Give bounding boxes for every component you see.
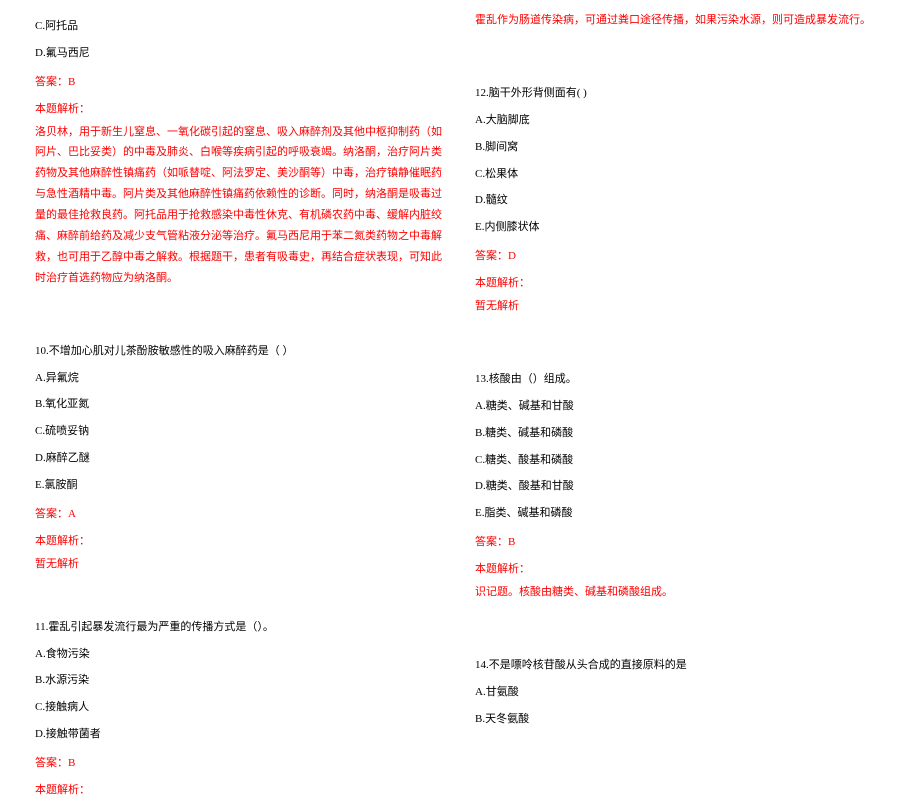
- q12-option-d: D.髓纹: [475, 190, 885, 211]
- q12-answer: 答案：D: [475, 246, 885, 267]
- q12-explain-text: 暂无解析: [475, 296, 885, 317]
- q12-stem: 12.脑干外形背侧面有( ): [475, 83, 885, 104]
- q12-option-a: A.大脑脚底: [475, 110, 885, 131]
- q13-option-e: E.脂类、碱基和磷酸: [475, 503, 885, 524]
- right-column: 霍乱作为肠道传染病，可通过粪口途径传播，如果污染水源，则可造成暴发流行。 12.…: [460, 10, 900, 641]
- q10-explain-label: 本题解析：: [35, 531, 445, 552]
- q11-answer: 答案：B: [35, 753, 445, 774]
- q13-option-c: C.糖类、酸基和磷酸: [475, 450, 885, 471]
- q10-explain-text: 暂无解析: [35, 554, 445, 575]
- q11-explain-text: 霍乱作为肠道传染病，可通过粪口途径传播，如果污染水源，则可造成暴发流行。: [475, 10, 885, 31]
- q10-option-c: C.硫喷妥钠: [35, 421, 445, 442]
- option-d: D.氟马西尼: [35, 43, 445, 64]
- q13-option-a: A.糖类、碱基和甘酸: [475, 396, 885, 417]
- explain-label: 本题解析：: [35, 99, 445, 120]
- q10-option-a: A.异氟烷: [35, 368, 445, 389]
- q12-option-b: B.脚间窝: [475, 137, 885, 158]
- q11-explain-label: 本题解析：: [35, 780, 445, 801]
- q14-stem: 14.不是嘌呤核苷酸从头合成的直接原料的是: [475, 655, 885, 676]
- q14-option-b: B.天冬氨酸: [475, 709, 885, 730]
- q13-explain-label: 本题解析：: [475, 559, 885, 580]
- q11-stem: 11.霍乱引起暴发流行最为严重的传播方式是（）。: [35, 617, 445, 638]
- q11-option-a: A.食物污染: [35, 644, 445, 665]
- option-c: C.阿托品: [35, 16, 445, 37]
- q12-option-c: C.松果体: [475, 164, 885, 185]
- explain-text: 洛贝林，用于新生儿窒息、一氧化碳引起的窒息、吸入麻醉剂及其他中枢抑制药（如阿片、…: [35, 122, 445, 289]
- q13-option-d: D.糖类、酸基和甘酸: [475, 476, 885, 497]
- q10-option-b: B.氧化亚氮: [35, 394, 445, 415]
- q12-explain-label: 本题解析：: [475, 273, 885, 294]
- q13-option-b: B.糖类、碱基和磷酸: [475, 423, 885, 444]
- q12-option-e: E.内侧膝状体: [475, 217, 885, 238]
- q13-explain-text: 识记题。核酸由糖类、碱基和磷酸组成。: [475, 582, 885, 603]
- answer-label: 答案：B: [35, 72, 445, 93]
- left-column: C.阿托品 D.氟马西尼 答案：B 本题解析： 洛贝林，用于新生儿窒息、一氧化碳…: [20, 10, 460, 641]
- q11-option-b: B.水源污染: [35, 670, 445, 691]
- q11-option-d: D.接触带菌者: [35, 724, 445, 745]
- q13-stem: 13.核酸由（）组成。: [475, 369, 885, 390]
- q10-option-d: D.麻醉乙醚: [35, 448, 445, 469]
- q10-answer: 答案：A: [35, 504, 445, 525]
- q14-option-a: A.甘氨酸: [475, 682, 885, 703]
- q13-answer: 答案：B: [475, 532, 885, 553]
- q10-stem: 10.不增加心肌对儿茶酚胺敏感性的吸入麻醉药是（ ）: [35, 341, 445, 362]
- q11-option-c: C.接触病人: [35, 697, 445, 718]
- q10-option-e: E.氯胺酮: [35, 475, 445, 496]
